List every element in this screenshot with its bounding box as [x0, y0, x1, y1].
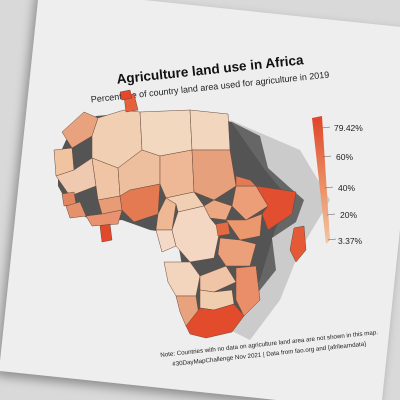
legend-label-max: 79.42%: [334, 123, 363, 133]
country-cameroon: [155, 197, 177, 231]
country-dr-congo: [171, 205, 221, 263]
country-ghana-coast: [85, 209, 123, 227]
country-chad: [159, 149, 195, 199]
country-tanzania: [217, 237, 257, 267]
country-malawi-mozambique: [235, 265, 261, 317]
legend-color-bar: [312, 116, 330, 244]
country-somalia: [255, 185, 297, 231]
country-west-africa-coastal-red: [99, 223, 113, 243]
legend-label-min: 3.37%: [338, 236, 363, 246]
country-kenya: [225, 213, 263, 241]
country-sudan: [191, 149, 237, 201]
country-egypt: [189, 109, 231, 151]
legend-label-40: 40%: [338, 183, 356, 193]
countries: [53, 89, 307, 339]
country-uganda: [215, 221, 231, 237]
country-zambia: [199, 265, 237, 293]
country-madagascar: [289, 225, 307, 263]
legend-label-20: 20%: [340, 210, 358, 220]
country-tunisia-north-red: [119, 89, 133, 101]
country-libya: [139, 109, 193, 157]
continent-soft-shadow: [230, 120, 330, 340]
legend: [312, 116, 337, 244]
legend-label-60: 60%: [336, 152, 354, 162]
country-south-africa: [185, 303, 245, 339]
